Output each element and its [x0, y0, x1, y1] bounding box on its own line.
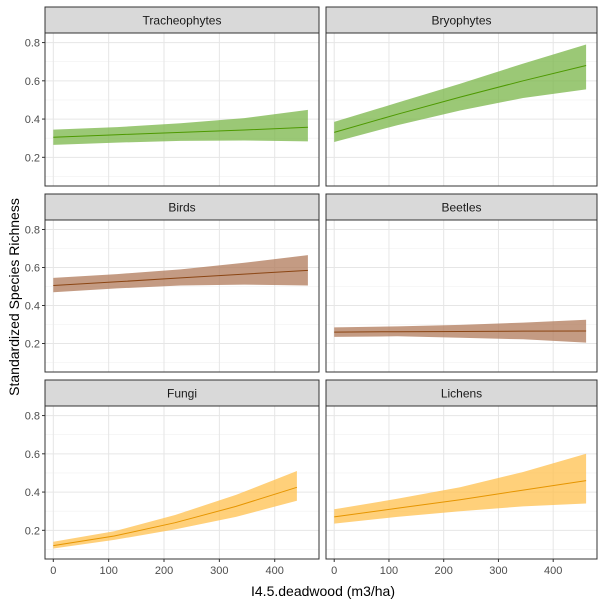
y-tick-label: 0.6	[25, 76, 40, 88]
panel-border	[44, 405, 320, 560]
confidence-band	[334, 453, 587, 524]
x-tick-label: 200	[155, 565, 173, 577]
x-tick-label: 400	[544, 565, 562, 577]
panel-border	[44, 219, 320, 373]
facet-strip-label: Tracheophytes	[143, 14, 222, 28]
facet-panel-fungi: Fungi 0.2 0.4 0.6 0.8 0 100 200 300 400	[25, 379, 320, 577]
y-tick-label: 0.8	[25, 38, 40, 50]
facet-panel-lichens: Lichens 0 100 200 300 400	[325, 379, 598, 577]
facet-panel-tracheophytes: Tracheophytes 0.2 0.4 0.6 0.8	[25, 6, 320, 187]
y-tick-label: 0.4	[25, 114, 40, 126]
x-tick-label: 0	[331, 565, 337, 577]
y-tick-label: 0.2	[25, 152, 40, 164]
fitted-line	[334, 330, 587, 333]
y-axis-title: Standardized Species Richness	[6, 198, 22, 396]
facet-strip	[325, 379, 598, 407]
panel-border	[44, 32, 320, 187]
facet-strip	[44, 379, 320, 407]
fitted-line	[334, 480, 587, 518]
y-tick-label: 0.6	[25, 449, 40, 461]
x-tick-label: 100	[380, 565, 398, 577]
y-tick-label: 0.2	[25, 339, 40, 351]
confidence-band	[334, 44, 587, 142]
fitted-line	[334, 65, 587, 133]
y-tick-label: 0.8	[25, 411, 40, 423]
y-tick-label: 0.4	[25, 301, 40, 313]
y-tick-label: 0.6	[25, 263, 40, 275]
panel-background	[45, 220, 319, 372]
x-tick-label: 200	[435, 565, 453, 577]
facet-strip	[325, 193, 598, 221]
facet-panel-bryophytes: Bryophytes	[325, 6, 598, 187]
facet-panel-birds: Birds 0.2 0.4 0.6 0.8	[25, 193, 320, 373]
x-tick-label: 100	[99, 565, 117, 577]
facet-strip-label: Fungi	[167, 387, 197, 401]
panel-border	[325, 32, 598, 187]
confidence-band	[53, 471, 297, 549]
facet-strip-label: Birds	[168, 201, 195, 215]
facet-strip	[325, 6, 598, 34]
panel-border	[325, 405, 598, 560]
facet-strip-label: Bryophytes	[431, 14, 491, 28]
confidence-band	[53, 109, 308, 145]
fitted-line	[53, 486, 298, 547]
facet-strip-label: Lichens	[441, 387, 482, 401]
panel-background	[45, 33, 319, 186]
y-tick-label: 0.2	[25, 525, 40, 537]
facet-panels: Tracheophytes 0.2 0.4 0.6 0.8 Bryophytes Birds…	[25, 6, 598, 577]
y-tick-label: 0.8	[25, 225, 40, 237]
facet-strip	[44, 6, 320, 34]
confidence-band	[53, 255, 308, 293]
x-tick-label: 400	[266, 565, 284, 577]
x-tick-label: 300	[489, 565, 507, 577]
facet-strip	[44, 193, 320, 221]
facet-panel-beetles: Beetles	[325, 193, 598, 373]
panel-background	[326, 220, 597, 372]
facet-strip-label: Beetles	[441, 201, 481, 215]
y-tick-label: 0.4	[25, 487, 40, 499]
x-tick-label: 0	[50, 565, 56, 577]
fitted-line	[53, 269, 308, 286]
x-tick-label: 300	[210, 565, 228, 577]
x-axis-title: I4.5.deadwood (m3/ha)	[251, 583, 395, 599]
panel-border	[325, 219, 598, 373]
fitted-line	[53, 126, 308, 138]
